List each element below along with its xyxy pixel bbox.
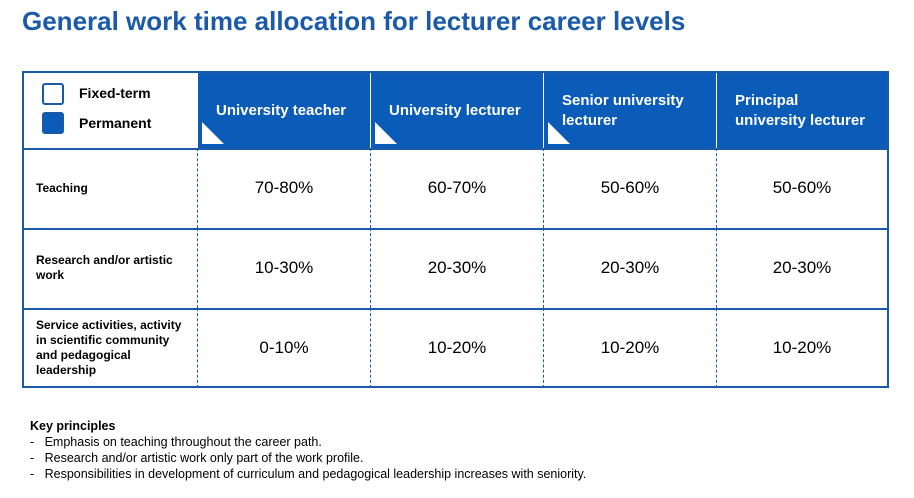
legend: Fixed-term Permanent <box>24 73 197 148</box>
legend-swatch-permanent <box>42 112 64 134</box>
legend-swatch-fixed <box>42 83 64 105</box>
column-header: University lecturer <box>370 73 543 148</box>
note-item: Emphasis on teaching throughout the care… <box>30 434 586 450</box>
cell-value: 0-10% <box>197 308 370 388</box>
cell-value: 50-60% <box>543 148 716 228</box>
cell-value: 10-20% <box>716 308 887 388</box>
notes-title: Key principles <box>30 419 116 433</box>
legend-label: Fixed-term <box>79 85 151 101</box>
cell-value: 10-20% <box>370 308 543 388</box>
column-header: University teacher <box>197 73 370 148</box>
row-label: Teaching <box>36 180 88 195</box>
cell-value: 20-30% <box>370 228 543 308</box>
cell-value: 10-20% <box>543 308 716 388</box>
title: General work time allocation for lecture… <box>22 6 686 36</box>
column-header: Senior university lecturer <box>543 73 716 148</box>
note-item: Responsibilities in development of curri… <box>30 466 587 482</box>
row-divider <box>24 308 887 310</box>
cell-value: 50-60% <box>716 148 887 228</box>
column-header: Principal university lecturer <box>716 73 887 148</box>
note-item: Research and/or artistic work only part … <box>30 450 586 466</box>
cell-value: 20-30% <box>543 228 716 308</box>
row-divider <box>24 148 887 150</box>
cell-value: 60-70% <box>370 148 543 228</box>
cell-value: 70-80% <box>197 148 370 228</box>
row-label: Research and/or artistic work <box>36 253 173 282</box>
notes: Key principles Emphasis on teaching thro… <box>30 418 586 482</box>
table: Fixed-term Permanent University teacher U… <box>22 71 889 388</box>
row-divider <box>24 228 887 230</box>
legend-label: Permanent <box>79 115 152 131</box>
row-label: Service activities, activity in scientif… <box>36 318 182 377</box>
cell-value: 10-30% <box>197 228 370 308</box>
cell-value: 20-30% <box>716 228 887 308</box>
